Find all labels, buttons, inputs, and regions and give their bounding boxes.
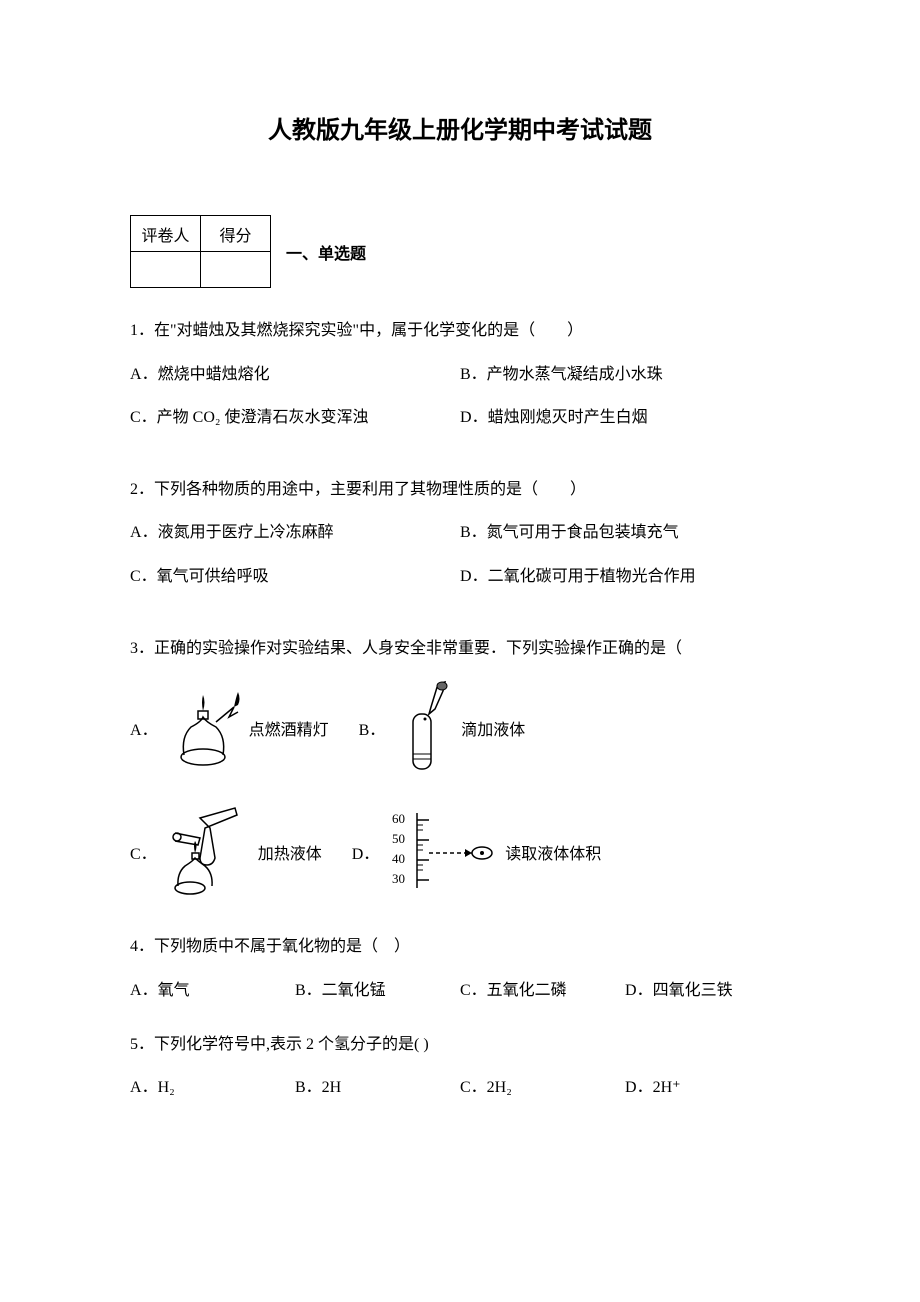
q3-option-a: A． 点燃酒精灯	[130, 687, 329, 776]
q5-option-d: D．2H⁺	[625, 1075, 790, 1101]
q1-option-d: D．蜡烛刚熄灭时产生白烟	[460, 405, 790, 431]
question-1-text: 1．在"对蜡烛及其燃烧探究实验"中，属于化学变化的是（ ）	[130, 318, 790, 344]
q1-option-c: C．产物 CO₂ 使澄清石灰水变浑浊	[130, 405, 460, 431]
question-4: 4．下列物质中不属于氧化物的是（ ） A．氧气 B．二氧化锰 C．五氧化二磷 D…	[130, 934, 790, 1003]
q3-option-d: D． 60 50 40 30	[352, 808, 602, 902]
section-label: 一、单选题	[286, 240, 366, 264]
q3-option-a-label: 点燃酒精灯	[249, 718, 329, 744]
tick-30: 30	[392, 871, 405, 886]
q3-row-1: A． 点燃酒精灯 B．	[130, 679, 790, 783]
q3-option-d-label: 读取液体体积	[505, 842, 601, 868]
measuring-cylinder-icon: 60 50 40 30	[387, 808, 497, 902]
heating-icon	[165, 803, 250, 907]
q3-option-c-label: 加热液体	[258, 842, 322, 868]
q4-option-b: B．二氧化锰	[295, 978, 460, 1004]
question-1-options: A．燃烧中蜡烛熔化 B．产物水蒸气凝结成小水珠 C．产物 CO₂ 使澄清石灰水变…	[130, 362, 790, 449]
q2-option-b: B．氮气可用于食品包装填充气	[460, 520, 790, 546]
question-3-text: 3．正确的实验操作对实验结果、人身安全非常重要．下列实验操作正确的是（	[130, 636, 790, 662]
score-header-grader: 评卷人	[131, 216, 201, 252]
question-5-options: A．H₂ B．2H C．2H₂ D．2H⁺	[130, 1075, 790, 1101]
q4-option-d: D．四氧化三铁	[625, 978, 790, 1004]
q5-option-c: C．2H₂	[460, 1075, 625, 1101]
header-row: 评卷人 得分 一、单选题	[130, 215, 790, 288]
score-cell-grader	[131, 252, 201, 288]
question-2: 2．下列各种物质的用途中，主要利用了其物理性质的是（ ） A．液氮用于医疗上冷冻…	[130, 477, 790, 608]
score-table: 评卷人 得分	[130, 215, 271, 288]
alcohol-lamp-icon	[166, 687, 241, 776]
q3-option-c: C． 加热液体	[130, 803, 322, 907]
q5-option-b: B．2H	[295, 1075, 460, 1101]
q5-option-a: A．H₂	[130, 1075, 295, 1101]
q1-option-b: B．产物水蒸气凝结成小水珠	[460, 362, 790, 388]
question-4-text: 4．下列物质中不属于氧化物的是（ ）	[130, 934, 790, 960]
question-4-options: A．氧气 B．二氧化锰 C．五氧化二磷 D．四氧化三铁	[130, 978, 790, 1004]
q2-option-d: D．二氧化碳可用于植物光合作用	[460, 564, 790, 590]
q4-option-c: C．五氧化二磷	[460, 978, 625, 1004]
score-header-score: 得分	[201, 216, 271, 252]
question-5-text: 5．下列化学符号中,表示 2 个氢分子的是( )	[130, 1032, 790, 1058]
tick-60: 60	[392, 811, 405, 826]
q2-option-c: C．氧气可供给呼吸	[130, 564, 460, 590]
q3-row-2: C． 加热液体 D． 60	[130, 803, 790, 907]
tick-50: 50	[392, 831, 405, 846]
q2-option-a: A．液氮用于医疗上冷冻麻醉	[130, 520, 460, 546]
question-1: 1．在"对蜡烛及其燃烧探究实验"中，属于化学变化的是（ ） A．燃烧中蜡烛熔化 …	[130, 318, 790, 449]
question-2-text: 2．下列各种物质的用途中，主要利用了其物理性质的是（ ）	[130, 477, 790, 503]
question-5: 5．下列化学符号中,表示 2 个氢分子的是( ) A．H₂ B．2H C．2H₂…	[130, 1032, 790, 1101]
dropper-icon	[393, 679, 453, 783]
page-title: 人教版九年级上册化学期中考试试题	[130, 110, 790, 145]
q3-option-b-label: 滴加液体	[461, 718, 525, 744]
question-2-options: A．液氮用于医疗上冷冻麻醉 B．氮气可用于食品包装填充气 C．氧气可供给呼吸 D…	[130, 520, 790, 607]
q3-option-b: B． 滴加液体	[359, 679, 526, 783]
question-3: 3．正确的实验操作对实验结果、人身安全非常重要．下列实验操作正确的是（ A． 点…	[130, 636, 790, 907]
tick-40: 40	[392, 851, 405, 866]
score-cell-score	[201, 252, 271, 288]
q4-option-a: A．氧气	[130, 978, 295, 1004]
q1-option-a: A．燃烧中蜡烛熔化	[130, 362, 460, 388]
